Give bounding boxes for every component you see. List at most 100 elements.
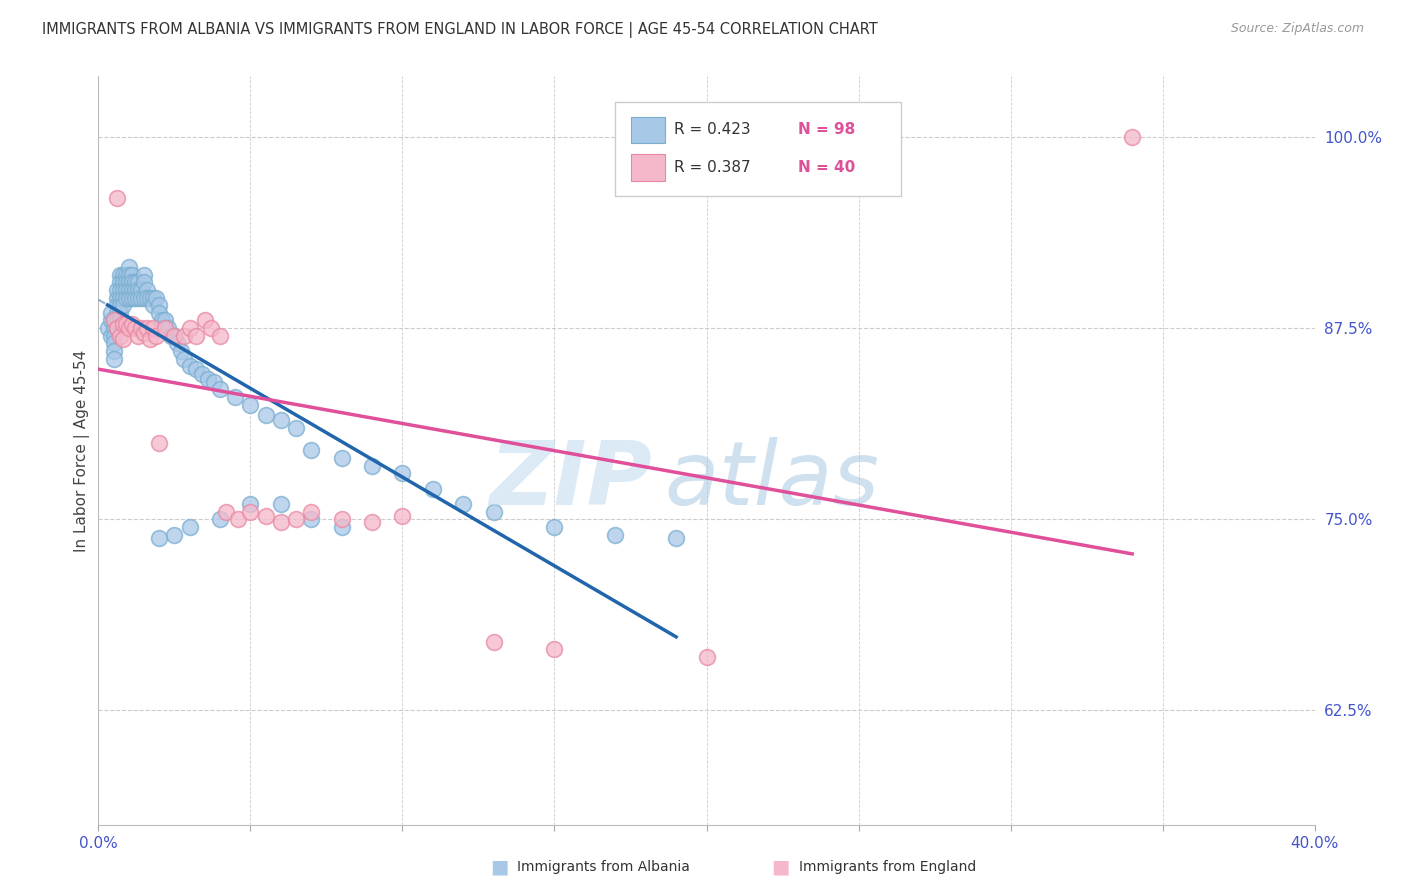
Point [270, 497, 292, 511]
Point [148, 298, 170, 312]
Point [136, 321, 159, 335]
Point [239, 497, 262, 511]
Point [254, 509, 277, 524]
Point [124, 275, 146, 289]
Point [132, 268, 155, 282]
Point [299, 443, 322, 458]
Point [121, 283, 143, 297]
Text: ■: ■ [770, 857, 790, 877]
Point [166, 336, 188, 351]
Point [105, 191, 128, 205]
Point [105, 321, 128, 335]
Point [111, 291, 134, 305]
Text: ZIP: ZIP [489, 437, 652, 524]
Point [127, 328, 149, 343]
Point [121, 317, 143, 331]
Point [105, 298, 128, 312]
Point [299, 505, 322, 519]
Point [124, 291, 146, 305]
Point [184, 362, 207, 376]
Text: Immigrants from Albania: Immigrants from Albania [517, 860, 690, 874]
Point [129, 283, 152, 297]
Point [132, 291, 155, 305]
Point [114, 291, 136, 305]
Point [108, 268, 131, 282]
Point [103, 344, 125, 359]
Point [173, 328, 195, 343]
Point [191, 367, 214, 381]
Point [391, 467, 413, 481]
Point [299, 512, 322, 526]
Point [173, 351, 195, 366]
Point [136, 283, 159, 297]
Text: atlas: atlas [664, 437, 879, 524]
Point [127, 275, 149, 289]
Point [270, 516, 292, 530]
Point [108, 275, 131, 289]
Point [330, 512, 353, 526]
Point [224, 390, 246, 404]
Point [114, 268, 136, 282]
Point [194, 313, 217, 327]
Point [96, 321, 118, 335]
Point [179, 359, 201, 374]
Point [285, 420, 308, 434]
Point [111, 268, 134, 282]
Point [184, 328, 207, 343]
Point [482, 505, 505, 519]
Text: N = 98: N = 98 [797, 122, 855, 137]
Point [361, 516, 384, 530]
Point [142, 291, 165, 305]
Point [422, 482, 444, 496]
Text: Immigrants from England: Immigrants from England [799, 860, 976, 874]
Point [100, 313, 122, 327]
Point [215, 505, 238, 519]
Point [482, 634, 505, 648]
Point [100, 306, 122, 320]
Point [103, 313, 125, 327]
Point [127, 283, 149, 297]
Point [118, 291, 141, 305]
Point [361, 458, 384, 473]
Bar [631, 154, 665, 181]
Point [114, 317, 136, 331]
Point [108, 283, 131, 297]
Point [543, 642, 565, 657]
Point [163, 527, 186, 541]
Point [197, 371, 219, 385]
Point [108, 291, 131, 305]
Point [330, 451, 353, 466]
Point [111, 275, 134, 289]
Point [145, 291, 167, 305]
Point [121, 291, 143, 305]
Point [103, 313, 125, 327]
Point [105, 283, 128, 297]
Point [148, 306, 170, 320]
Point [239, 398, 262, 412]
Point [226, 512, 249, 526]
Point [105, 291, 128, 305]
Point [254, 409, 277, 423]
Point [118, 283, 141, 297]
Point [453, 497, 475, 511]
Point [270, 413, 292, 427]
Point [543, 520, 565, 534]
Text: N = 40: N = 40 [797, 160, 855, 175]
Bar [631, 117, 665, 144]
Point [129, 291, 152, 305]
Point [114, 275, 136, 289]
Point [118, 275, 141, 289]
Point [160, 328, 183, 343]
Point [155, 313, 177, 327]
Point [118, 321, 141, 335]
Point [111, 283, 134, 297]
Point [111, 332, 134, 346]
Point [142, 321, 165, 335]
Point [200, 321, 222, 335]
Point [124, 283, 146, 297]
Point [696, 649, 718, 664]
Point [155, 321, 177, 335]
Point [103, 336, 125, 351]
Point [129, 321, 152, 335]
Point [103, 321, 125, 335]
